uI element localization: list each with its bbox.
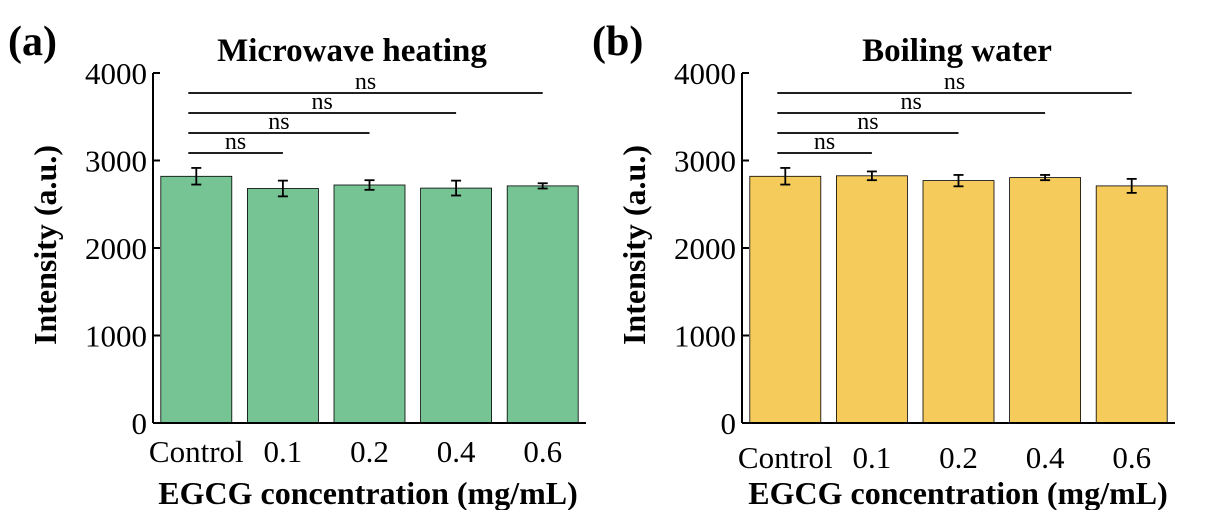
chart-title-b: Boiling water [862,33,1052,69]
y-tick-label: 2000 [85,231,147,266]
significance-label: ns [814,129,835,155]
bar [420,187,493,424]
y-tick-label: 3000 [85,144,147,179]
plot-area-b: Control 0.1 0.2 0.4 0.601000200030004000nsns… [674,56,1175,475]
significance-label: ns [944,69,965,95]
x-tick-label: Control [738,440,833,475]
bar [506,185,579,424]
bar [749,175,822,424]
bar [160,175,233,424]
x-tick-label: 0.4 [437,434,476,469]
y-tick-label: 4000 [85,56,147,91]
x-tick-label: 0.1 [853,440,892,475]
panel-label-a: (a) [8,19,57,65]
x-tick-label: 0.2 [939,440,978,475]
x-tick-label: 0.1 [264,434,303,469]
x-tick-label: 0.6 [1112,440,1151,475]
y-tick-label: 0 [721,406,737,441]
y-tick-label: 1000 [85,319,147,354]
y-axis-label-b: Intensity (a.u.) [616,145,652,345]
bar [1009,177,1081,424]
significance-label: ns [312,89,333,115]
significance-label: ns [268,109,289,135]
significance-label: ns [857,109,878,135]
chart-title-a: Microwave heating [217,33,487,69]
x-tick-label: 0.4 [1026,440,1065,475]
significance-label: ns [355,69,376,95]
bar [836,175,908,424]
x-tick-label: 0.6 [523,434,562,469]
y-tick-label: 4000 [674,56,736,91]
x-tick-label: Control [149,434,244,469]
y-axis-label-a: Intensity (a.u.) [27,145,63,345]
x-axis-label-a: EGCG concentration (mg/mL) [158,475,578,510]
bar [246,188,319,424]
y-tick-label: 1000 [674,319,736,354]
bar [922,180,995,424]
y-tick-label: 0 [132,406,148,441]
plot-area-a: Control 0.1 0.2 0.4 0.601000200030004000nsns… [85,56,586,469]
significance-label: ns [901,89,922,115]
bar [1095,185,1168,424]
bar [333,184,406,424]
x-tick-label: 0.2 [350,434,389,469]
significance-label: ns [225,129,246,155]
panel-label-b: (b) [592,19,643,65]
y-tick-label: 3000 [674,144,736,179]
x-axis-label-b: EGCG concentration (mg/mL) [748,475,1168,510]
y-tick-label: 2000 [674,231,736,266]
